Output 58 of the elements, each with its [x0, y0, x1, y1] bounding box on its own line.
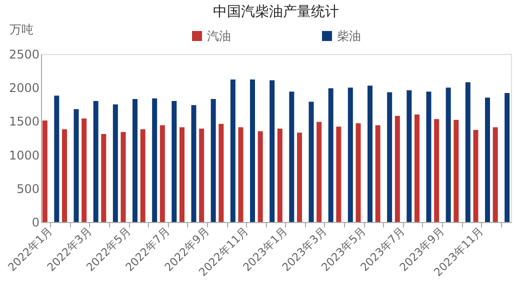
bar [160, 125, 165, 222]
bar [492, 127, 498, 222]
bar [465, 82, 470, 222]
bar [132, 99, 138, 222]
bar [308, 102, 314, 222]
chart-title: 中国汽柴油产量统计 [213, 4, 339, 20]
bar [356, 123, 361, 222]
bar [172, 101, 177, 222]
bar [434, 119, 440, 222]
bar [42, 120, 48, 222]
bar [426, 92, 432, 222]
bar [230, 80, 236, 222]
bar [406, 90, 412, 222]
bar [112, 104, 118, 222]
y-tick-label: 2500 [8, 48, 40, 62]
bar [218, 124, 224, 222]
bar [101, 134, 106, 222]
bar [54, 96, 60, 222]
bar [485, 98, 490, 222]
y-tick-label: 500 [16, 182, 40, 196]
bar [74, 109, 79, 222]
y-tick-label: 1500 [8, 114, 40, 129]
bar [191, 105, 196, 222]
bar [473, 130, 478, 222]
y-tick-label: 0 [32, 216, 40, 230]
bar [62, 129, 67, 222]
bar [238, 127, 244, 222]
bar [250, 80, 255, 222]
bar [297, 132, 302, 222]
bar [152, 98, 158, 222]
bar [446, 88, 451, 222]
bar [348, 88, 353, 222]
bar [387, 92, 392, 222]
bar [454, 120, 459, 222]
bar [394, 116, 400, 222]
bar [82, 118, 87, 222]
bar [316, 122, 322, 222]
bar [336, 126, 342, 222]
bar [258, 131, 263, 222]
bar [414, 114, 420, 222]
bar [277, 128, 282, 222]
bar [328, 88, 334, 222]
bar [289, 92, 294, 222]
y-tick-label: 1000 [8, 148, 40, 162]
bar [120, 132, 126, 222]
bar [180, 127, 184, 222]
legend-label: 汽油 [207, 29, 231, 43]
y-tick-label: 2000 [8, 81, 40, 96]
bar [368, 86, 372, 222]
bar [199, 128, 204, 222]
bar [375, 125, 380, 222]
bar [210, 99, 216, 222]
y-axis-title: 万吨 [10, 22, 34, 36]
bar [93, 101, 98, 222]
bar [270, 80, 275, 222]
bar [140, 129, 146, 222]
bar [504, 92, 510, 222]
legend-label: 柴油 [337, 29, 361, 43]
